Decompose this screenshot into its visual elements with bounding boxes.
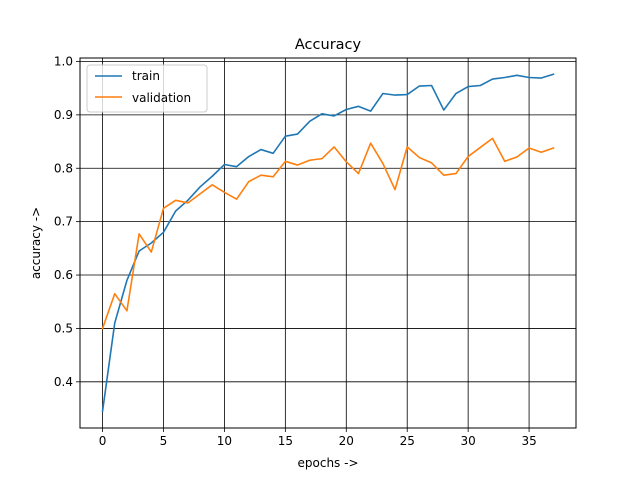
x-tick-label: 5 xyxy=(160,434,168,448)
x-axis-ticks: 0 5 10 15 20 25 30 35 xyxy=(99,428,537,448)
x-tick-label: 10 xyxy=(217,434,232,448)
x-tick-label: 35 xyxy=(521,434,536,448)
x-axis-label: epochs -> xyxy=(298,456,359,470)
series-layer xyxy=(101,73,555,413)
x-tick-label: 25 xyxy=(400,434,415,448)
x-tick-label: 0 xyxy=(99,434,107,448)
y-tick-label: 0.7 xyxy=(54,215,73,229)
series-line-validation xyxy=(101,137,555,330)
legend-label-validation: validation xyxy=(132,91,191,105)
legend-label-train: train xyxy=(132,69,160,83)
x-tick-label: 15 xyxy=(278,434,293,448)
y-tick-label: 0.4 xyxy=(54,375,73,389)
y-axis-label: accuracy -> xyxy=(29,207,43,279)
y-tick-label: 0.8 xyxy=(54,161,73,175)
grid-layer xyxy=(80,58,576,428)
y-tick-label: 0.5 xyxy=(54,321,73,335)
legend: train validation xyxy=(86,64,208,113)
x-tick-label: 30 xyxy=(461,434,476,448)
x-tick-label: 20 xyxy=(339,434,354,448)
y-tick-label: 0.6 xyxy=(54,268,73,282)
y-tick-label: 1.0 xyxy=(54,54,73,68)
series-line-train xyxy=(101,73,555,413)
chart-title: Accuracy xyxy=(295,37,362,53)
y-tick-label: 0.9 xyxy=(54,108,73,122)
plot-area xyxy=(80,58,576,428)
plot-frame xyxy=(79,57,577,429)
y-axis-ticks: 0.4 0.5 0.6 0.7 0.8 0.9 1.0 xyxy=(54,54,80,389)
